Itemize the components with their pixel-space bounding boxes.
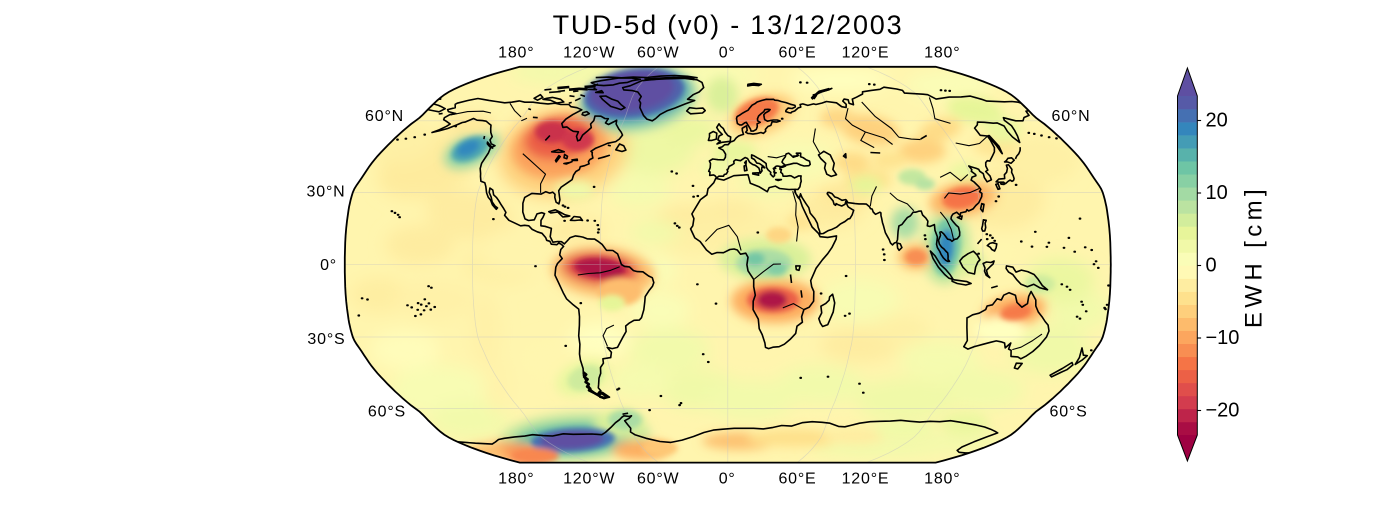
svg-text:−10: −10 <box>1206 327 1240 349</box>
svg-text:60°W: 60°W <box>637 44 680 61</box>
svg-text:0°: 0° <box>320 257 337 274</box>
svg-text:120°E: 120°E <box>842 471 890 488</box>
svg-text:60°S: 60°S <box>1050 404 1088 421</box>
svg-text:180°: 180° <box>498 471 534 488</box>
svg-text:−20: −20 <box>1206 400 1240 422</box>
svg-text:20: 20 <box>1206 110 1228 132</box>
svg-text:180°: 180° <box>924 471 960 488</box>
svg-text:30°S: 30°S <box>307 331 345 348</box>
svg-text:120°E: 120°E <box>842 44 890 61</box>
svg-text:60°W: 60°W <box>637 471 680 488</box>
svg-text:10: 10 <box>1206 182 1228 204</box>
svg-text:60°N: 60°N <box>365 108 404 125</box>
svg-text:0°: 0° <box>719 471 736 488</box>
svg-text:0°: 0° <box>719 44 736 61</box>
svg-text:TUD-5d (v0) - 13/12/2003: TUD-5d (v0) - 13/12/2003 <box>553 10 904 40</box>
svg-text:120°W: 120°W <box>563 44 615 61</box>
svg-text:30°N: 30°N <box>307 184 346 201</box>
svg-text:60°S: 60°S <box>368 404 406 421</box>
svg-text:60°E: 60°E <box>778 471 816 488</box>
svg-text:180°: 180° <box>498 44 534 61</box>
svg-text:60°E: 60°E <box>778 44 816 61</box>
svg-text:0: 0 <box>1206 255 1217 277</box>
svg-text:120°W: 120°W <box>563 471 615 488</box>
svg-text:180°: 180° <box>924 44 960 61</box>
svg-text:EWH [cm]: EWH [cm] <box>1241 185 1268 328</box>
svg-text:60°N: 60°N <box>1052 108 1091 125</box>
